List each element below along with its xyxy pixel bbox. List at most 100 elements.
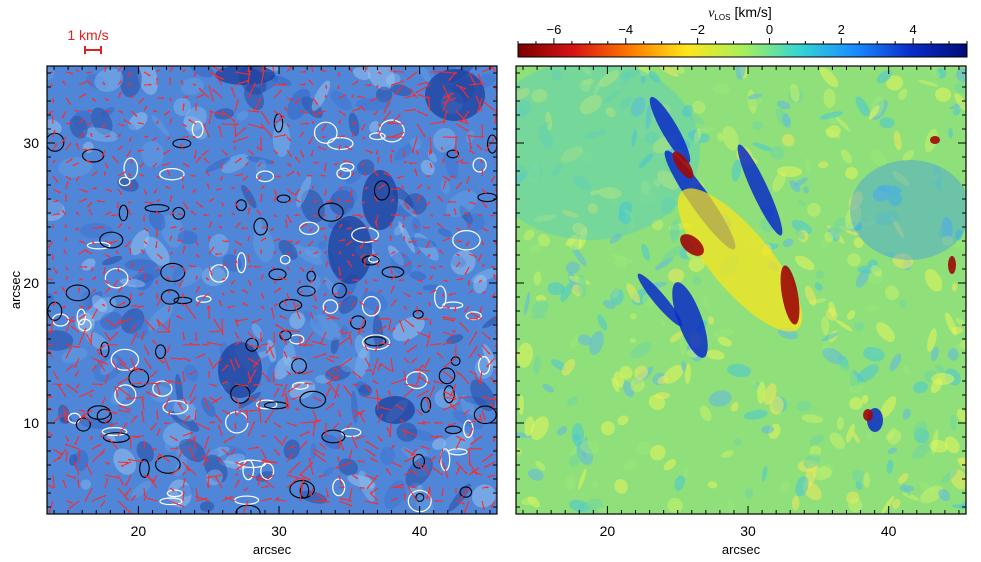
velocity-patch [681,361,686,372]
flow-arrow-head [153,110,156,113]
velocity-patch [592,482,599,489]
flow-arrow [215,476,223,489]
flow-arrow-head [222,293,225,296]
flow-arrow [78,389,95,398]
flow-arrow-head [399,320,402,323]
flow-arrow-head [275,324,278,327]
flow-arrow [468,345,478,359]
flow-arrow [275,323,288,333]
flow-arrow-head [486,486,489,489]
flow-arrow-head [433,289,437,293]
flow-arrow-head [359,486,362,490]
flow-arrow-head [281,443,284,446]
flow-arrow-head [441,493,444,497]
flow-arrow-head [106,343,110,346]
flow-arrow-head [313,422,316,426]
flow-arrow-head [312,340,315,344]
colorbar-tick-label: 2 [838,22,845,37]
flow-arrow-head [76,143,79,146]
black-contours [47,113,497,514]
velocity-patch [870,265,883,277]
flow-arrow-head [459,438,462,441]
flow-arrow [287,383,301,393]
white-contour [434,285,447,309]
velocity-patch [772,172,786,192]
intensity-patch [69,115,88,139]
flow-arrow-head [116,250,119,254]
black-contour [289,480,315,499]
flow-arrow-head [118,92,122,95]
velocity-patch [645,104,652,131]
flow-arrow-head [273,251,276,254]
blue-streak [637,273,683,327]
intensity-patch [307,304,319,324]
flow-arrow-head [72,163,76,166]
black-contour [438,367,456,385]
velocity-patch [638,153,654,169]
flow-arrow [78,327,87,346]
flow-arrow-head [500,327,502,329]
flow-arrow-head [472,470,475,474]
flow-arrow [390,131,405,138]
velocity-patch [856,364,879,383]
flow-arrow-head [214,73,217,76]
flow-arrow-head [85,463,88,467]
velocity-patch [955,229,963,241]
velocity-patch [706,349,725,360]
velocity-patch [838,359,850,372]
flow-arrow-head [308,457,311,461]
flow-arrow-head [420,279,423,283]
intensity-patch [47,293,54,306]
intensity-patch [369,120,380,133]
velocity-patch [619,365,633,380]
flow-arrow [117,500,131,514]
flow-arrow-head [248,207,251,210]
flow-arrow-head [121,482,124,486]
flow-arrow-head [249,200,253,204]
flow-arrow-head [120,464,124,467]
flow-arrow-head [93,289,96,292]
intensity-patch [372,314,384,350]
velocity-patch [757,381,766,404]
black-contour [263,401,288,410]
flow-arrow-head [57,212,60,216]
flow-arrow-head [238,404,241,408]
flow-arrow [470,312,483,320]
intensity-patch [177,485,194,497]
flow-arrow-head [304,111,308,114]
flow-arrow [468,331,478,346]
intensity-patch [404,193,427,215]
flow-arrow-head [276,497,280,500]
flow-arrow-head [143,493,146,497]
flow-arrow-head [207,427,210,430]
flow-arrow-head [261,306,264,309]
velocity-patch [866,432,873,441]
velocity-patch [537,233,551,247]
flow-arrow-head [158,382,161,385]
flow-arrow-head [81,133,85,136]
intensity-patch [379,245,390,263]
flow-arrow-head [108,338,112,341]
flow-arrow-head [70,158,73,161]
flow-arrow-head [387,122,390,125]
flow-arrow-head [303,83,307,86]
flow-arrow-head [411,150,415,154]
flow-arrow-head [261,126,264,129]
colorbar-tick-label: −6 [547,22,562,37]
flow-arrow-head [127,83,130,86]
intensity-patch [91,107,113,136]
flow-arrow-head [460,497,463,500]
white-contour [118,176,131,187]
flow-arrow-head [443,391,446,394]
velocity-patch [823,88,836,108]
velocity-scale: 1 km/s [67,27,109,54]
flow-arrow-head [403,493,407,496]
velocity-patch [935,364,945,374]
flow-arrow-head [283,134,287,137]
intensity-patch [345,170,362,185]
flow-arrow [394,84,405,96]
black-contour [276,194,291,203]
velocity-patch [660,196,676,215]
flow-arrow-head [149,366,152,369]
intensity-patch [338,458,358,476]
